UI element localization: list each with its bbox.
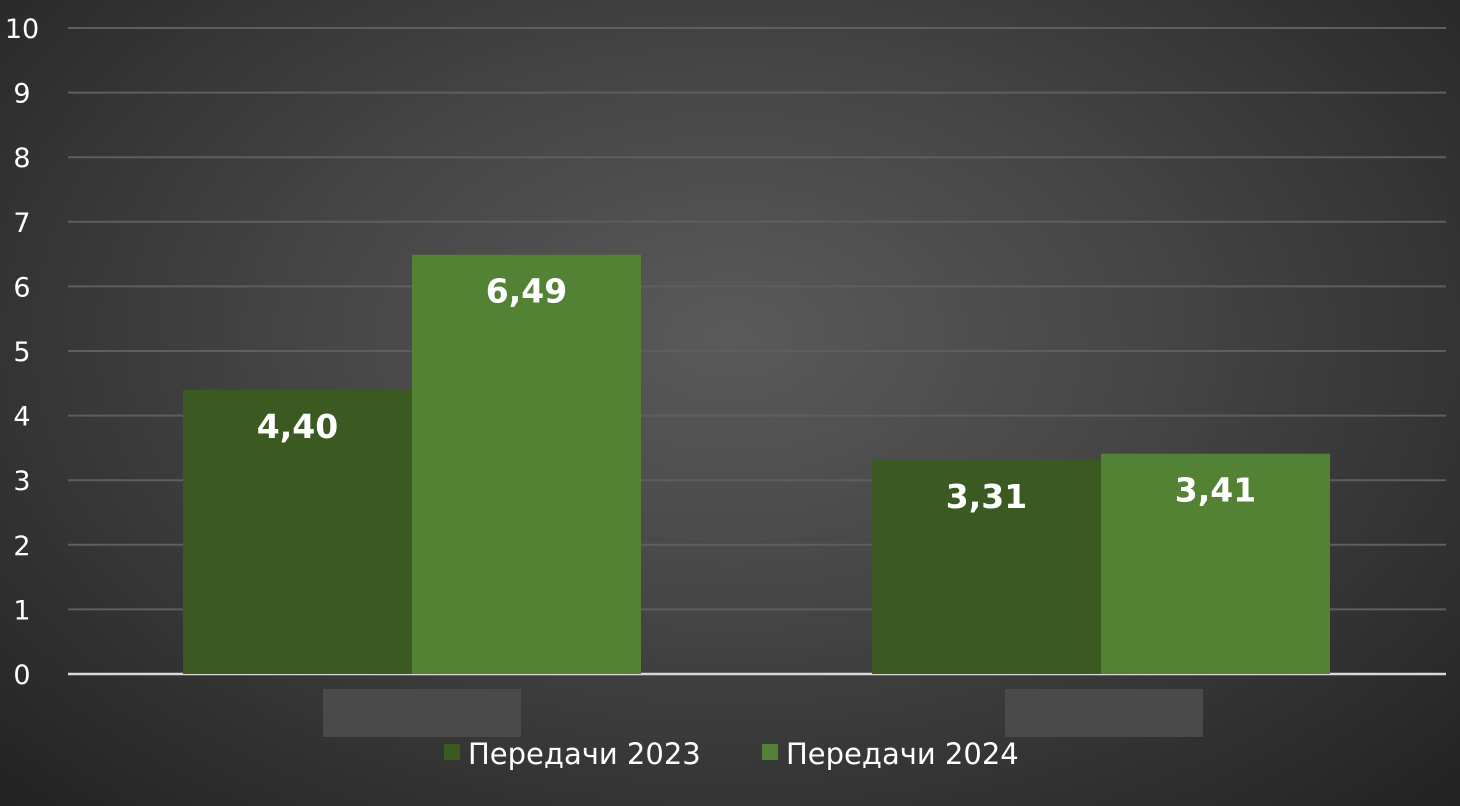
y-tick-label: 10 [5,14,39,45]
legend-label: Передачи 2024 [786,737,1019,771]
x-axis-categories [323,689,1203,737]
category-label-box [323,689,521,737]
y-axis-ticks: 0 1 2 3 4 5 6 7 8 9 10 [5,14,39,691]
bar [872,460,1101,674]
y-tick-label: 6 [13,272,30,303]
y-tick-label: 3 [13,466,30,497]
category-label-box [1005,689,1203,737]
bar [412,254,641,674]
bars [183,254,1330,674]
y-tick-label: 0 [13,660,30,691]
data-label: 4,40 [257,407,338,446]
data-label: 6,49 [486,272,567,311]
y-tick-label: 1 [13,595,30,626]
data-labels: 4,40 3,31 6,49 3,41 [257,272,1256,516]
y-tick-label: 2 [13,531,30,562]
bar [183,389,412,674]
legend-swatch [444,744,460,760]
legend-label: Передачи 2023 [468,737,701,771]
y-tick-label: 8 [13,143,30,174]
legend: Передачи 2023 Передачи 2024 [444,737,1019,771]
data-label: 3,31 [946,477,1027,516]
bar [1101,453,1330,674]
y-tick-label: 5 [13,337,30,368]
legend-swatch [762,744,778,760]
y-tick-label: 9 [13,79,30,110]
data-label: 3,41 [1175,471,1256,510]
y-tick-label: 7 [13,208,30,239]
y-tick-label: 4 [13,402,30,433]
